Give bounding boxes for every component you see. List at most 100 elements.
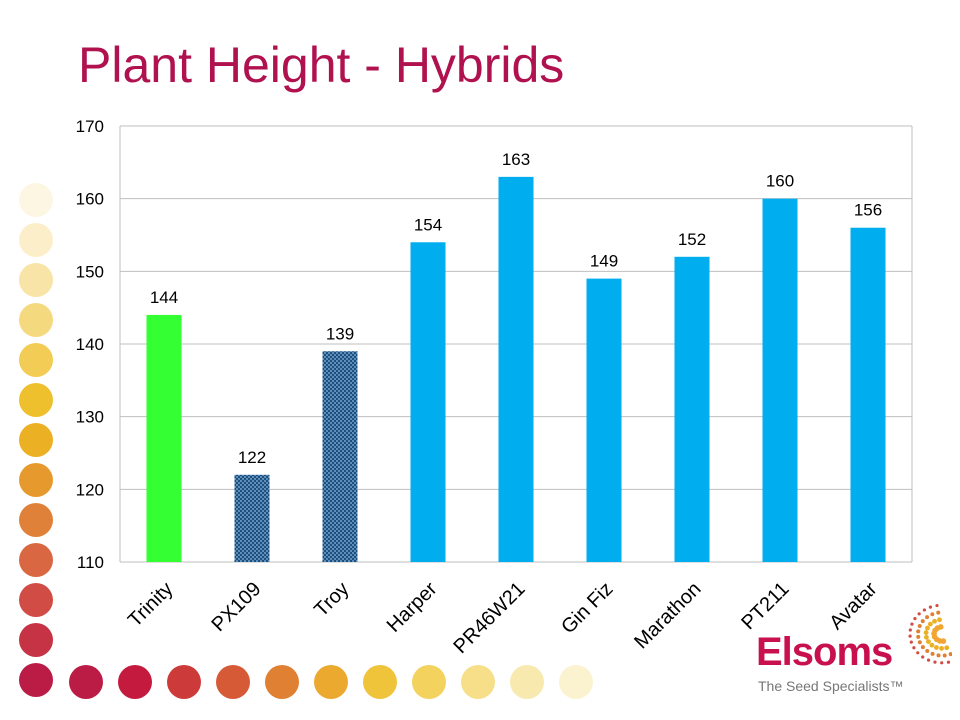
y-axis-tick-labels: 110 120 130 140 150 160 170 [76,117,104,572]
data-label: 163 [502,150,530,169]
decor-dot [19,303,53,337]
decor-dot [19,223,53,257]
logo-dot [939,645,944,651]
x-tick-label: PR46W21 [450,578,530,658]
logo-dot [926,639,931,645]
data-labels: 144 122 139 154 163 149 152 160 156 [150,150,882,467]
bar-harper [410,242,446,562]
decor-dot [19,383,53,417]
decor-dot [167,665,201,699]
logo-dot [932,618,937,624]
bar-avatar [850,227,886,562]
data-label: 149 [590,252,618,271]
logo-dot [926,658,931,662]
logo-dot [922,608,927,612]
bar-pt211 [762,198,798,562]
x-tick-label: Troy [310,578,353,621]
decor-dot [19,183,53,217]
logo-dot [913,617,917,621]
data-label: 156 [854,201,882,220]
y-tick-label: 160 [76,190,104,209]
logo-dot [946,660,951,664]
logo-dot [912,646,916,650]
decorative-dots-bottom [69,665,593,699]
logo-dot [916,651,920,655]
logo-dot [936,653,941,658]
bar-gin-fiz [586,278,622,562]
decor-dot [559,665,593,699]
x-tick-label: Gin Fiz [557,578,617,638]
y-tick-label: 110 [77,553,104,572]
data-label: 160 [766,172,794,191]
y-tick-label: 120 [76,480,104,499]
logo-dot [910,622,914,626]
logo-dot [925,649,930,654]
logo-dot [934,645,939,650]
logo-dot [942,653,947,658]
data-label: 154 [414,215,442,234]
decor-dot [19,463,53,497]
logo-dot [917,640,922,645]
bar-px109 [234,474,270,562]
x-tick-label: Trinity [124,578,178,632]
bar-pr46w21 [498,176,534,562]
x-tick-label: Marathon [630,578,705,653]
logo-dot [920,645,925,650]
logo-dot [930,612,935,617]
logo-dot [940,661,944,665]
data-label: 152 [678,230,706,249]
decor-dot [363,665,397,699]
logo-dots-icon [908,603,952,665]
logo-dot [927,621,933,627]
y-tick-label: 130 [76,408,104,427]
x-tick-label: Harper [383,578,442,637]
decor-dot [19,543,53,577]
logo-dot [933,660,937,664]
x-tick-label: PX109 [208,578,266,636]
decor-dot [216,665,250,699]
decor-dot [19,583,53,617]
decor-dot [510,665,544,699]
y-tick-label: 150 [76,262,104,281]
decor-dot [19,263,53,297]
logo-dot [917,623,922,628]
logo-dot [944,645,950,651]
decor-dot [412,665,446,699]
bar-troy [322,351,358,562]
logo-dot [929,642,935,648]
decor-dot [19,343,53,377]
logo-dot [924,634,929,640]
logo-dot [917,612,921,616]
logo-dot [921,655,925,659]
decor-dot [265,665,299,699]
logo-dot [930,651,935,656]
elsoms-logo: Elsoms The Seed Specialists™ [752,600,952,700]
logo-dot [916,629,921,634]
decor-dot [461,665,495,699]
logo-dot [925,615,930,620]
logo-dot [948,652,952,657]
decor-dot [118,665,152,699]
logo-dot [923,630,929,635]
decor-dot [69,665,103,699]
logo-dot [909,640,913,644]
decor-dot [314,665,348,699]
data-label: 144 [150,288,178,307]
y-tick-label: 170 [76,117,104,136]
decor-dot [19,423,53,457]
logo-dot [916,634,921,639]
logo-dot [936,610,941,615]
decor-dot [19,503,53,537]
bar-trinity [146,314,182,562]
decor-dot [19,623,53,657]
logo-dot [940,638,947,644]
logo-dot [928,605,933,609]
logo-dot [908,628,912,632]
data-label: 139 [326,324,354,343]
logo-dot [908,634,912,638]
chart-title: Plant Height - Hybrids [78,37,565,93]
bar-marathon [674,256,710,562]
logo-dot [925,625,930,631]
logo-dot [920,619,925,624]
